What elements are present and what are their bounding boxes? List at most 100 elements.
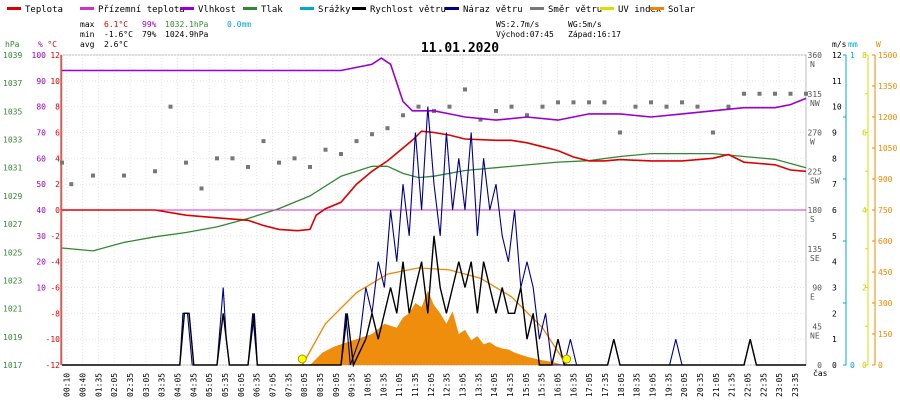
tick-time: 23:35 xyxy=(791,373,800,397)
stats-max-temp: 6.1°C xyxy=(104,20,128,29)
legend-label: Srážky xyxy=(318,5,351,15)
tick-wind: 4 xyxy=(832,258,837,267)
axes: hPa% °C m/s mm W1039103710351033103110291027… xyxy=(3,40,897,397)
tick-direction: 90 xyxy=(812,284,822,293)
point-wind-direction xyxy=(184,160,188,165)
legend-label: Solar xyxy=(668,5,696,15)
marker-sun xyxy=(297,354,307,364)
stats-avg-label: avg xyxy=(80,40,95,49)
tick-wind: 11 xyxy=(832,77,842,86)
point-wind-direction xyxy=(401,113,405,118)
tick-direction: 270 xyxy=(808,129,823,138)
legend-label: Náraz větru xyxy=(463,5,523,15)
tick-time: 05:35 xyxy=(221,373,230,397)
point-wind-direction xyxy=(292,156,297,161)
tick-direction-label: E xyxy=(810,293,815,302)
tick-pressure: 1035 xyxy=(3,107,22,116)
tick-temperature: 10 xyxy=(50,77,60,86)
marker-sun xyxy=(562,354,572,364)
point-wind-direction xyxy=(494,108,498,113)
stats-max-rain: 0.0mm xyxy=(227,20,251,29)
tick-time: 03:35 xyxy=(158,373,167,397)
legend-swatch xyxy=(650,7,664,10)
point-wind-direction xyxy=(277,160,281,165)
tick-solar: 0 xyxy=(878,361,883,370)
point-wind-direction xyxy=(246,164,250,169)
tick-pressure: 1031 xyxy=(3,164,22,173)
point-wind-direction xyxy=(230,156,235,161)
tick-uv: 6 xyxy=(862,129,867,138)
tick-pressure: 1037 xyxy=(3,79,22,88)
point-wind-direction xyxy=(385,126,390,131)
tick-wind: 8 xyxy=(832,154,837,163)
point-wind-direction xyxy=(168,104,173,109)
tick-humidity: 50 xyxy=(36,180,46,189)
tick-humidity: 70 xyxy=(36,129,46,138)
tick-time: 07:05 xyxy=(269,373,278,397)
legend-label: UV index xyxy=(618,5,662,15)
tick-time: 04:35 xyxy=(189,373,198,397)
tick-time: 16:05 xyxy=(553,373,562,397)
tick-time: 21:35 xyxy=(728,373,737,397)
point-wind-direction xyxy=(463,87,467,92)
tick-pressure: 1023 xyxy=(3,276,22,285)
tick-temperature: -12 xyxy=(46,361,61,370)
axis-unit-humidity: % xyxy=(38,40,43,49)
tick-pressure: 1027 xyxy=(3,220,22,229)
point-wind-direction xyxy=(509,104,514,109)
tick-time: 08:35 xyxy=(316,373,325,397)
stats-max-humidity: 99% xyxy=(142,20,157,29)
point-wind-direction xyxy=(416,104,421,109)
tick-direction: 180 xyxy=(808,206,823,215)
stats-min-temp: -1.6°C xyxy=(104,30,133,39)
tick-time: 15:35 xyxy=(538,373,547,397)
stats-max-pressure: 1032.1hPa xyxy=(165,20,209,29)
legend-swatch xyxy=(243,7,257,10)
chart-title: 11.01.2020 xyxy=(421,41,499,56)
tick-solar: 900 xyxy=(878,175,893,184)
tick-time: 10:35 xyxy=(379,373,388,397)
tick-time: 10:05 xyxy=(364,373,373,397)
tick-pressure: 1021 xyxy=(3,305,22,314)
point-wind-direction xyxy=(323,147,328,152)
tick-time: 17:35 xyxy=(601,373,610,397)
tick-time: 04:05 xyxy=(174,373,183,397)
point-wind-direction xyxy=(649,100,653,105)
tick-time: 14:35 xyxy=(506,373,515,397)
tick-temperature: -4 xyxy=(50,258,60,267)
point-wind-direction xyxy=(540,104,545,109)
tick-direction-label: N xyxy=(810,60,815,69)
tick-uv: 2 xyxy=(862,284,867,293)
stats-wind-speed: WS:2.7m/s xyxy=(496,20,540,29)
tick-temperature: 0 xyxy=(55,206,60,215)
tick-uv: 8 xyxy=(862,51,867,60)
tick-time: 02:35 xyxy=(126,373,135,397)
tick-wind: 10 xyxy=(832,103,842,112)
point-wind-direction xyxy=(525,113,529,118)
tick-pressure: 1017 xyxy=(3,361,22,370)
tick-solar: 300 xyxy=(878,299,893,308)
tick-time: 19:05 xyxy=(648,373,657,397)
tick-pressure: 1039 xyxy=(3,51,22,60)
tick-pressure: 1033 xyxy=(3,136,22,145)
tick-direction-label: SW xyxy=(810,176,820,185)
series-temperature xyxy=(62,130,807,232)
point-wind-direction xyxy=(122,173,126,178)
tick-time: 06:05 xyxy=(237,373,246,397)
tick-temperature: 12 xyxy=(50,51,60,60)
tick-humidity: 100 xyxy=(32,51,47,60)
tick-wind: 1 xyxy=(832,335,837,344)
tick-solar: 750 xyxy=(878,206,893,215)
point-wind-direction xyxy=(339,152,343,157)
tick-solar: 150 xyxy=(878,330,893,339)
point-wind-direction xyxy=(60,160,64,165)
tick-rain: 0 xyxy=(850,361,855,370)
point-wind-direction xyxy=(711,130,715,135)
tick-direction: 135 xyxy=(808,245,823,254)
tick-uv: 4 xyxy=(862,206,867,215)
tick-direction: 360 xyxy=(808,51,823,60)
stats-max-label: max xyxy=(80,20,95,29)
tick-solar: 1500 xyxy=(878,51,897,60)
tick-wind: 3 xyxy=(832,284,837,293)
